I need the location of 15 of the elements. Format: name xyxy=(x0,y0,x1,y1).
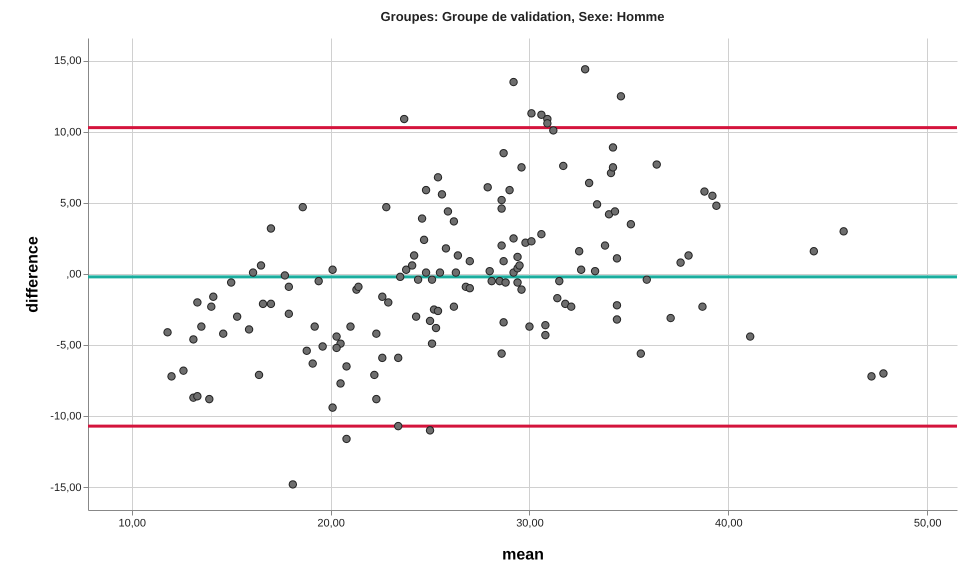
x-tick-label: 50,00 xyxy=(914,518,942,530)
y-tick-label: -5,00 xyxy=(56,340,82,352)
x-tick-label: 10,00 xyxy=(118,518,146,530)
y-tick-label: ,00 xyxy=(66,268,82,280)
y-tick-label: 10,00 xyxy=(54,126,82,138)
x-axis-title: mean xyxy=(502,546,544,564)
y-axis-title: difference xyxy=(24,236,42,313)
chart-title: Groupes: Groupe de validation, Sexe: Homme xyxy=(380,9,664,24)
y-tick-label: -10,00 xyxy=(50,410,82,423)
y-tick-label: 15,00 xyxy=(54,55,82,68)
y-tick-label: -15,00 xyxy=(50,482,82,494)
x-tick-label: 20,00 xyxy=(317,518,345,530)
x-tick-label: 40,00 xyxy=(715,518,743,530)
y-tick-label: 5,00 xyxy=(60,197,82,210)
x-tick-label: 30,00 xyxy=(516,518,544,530)
